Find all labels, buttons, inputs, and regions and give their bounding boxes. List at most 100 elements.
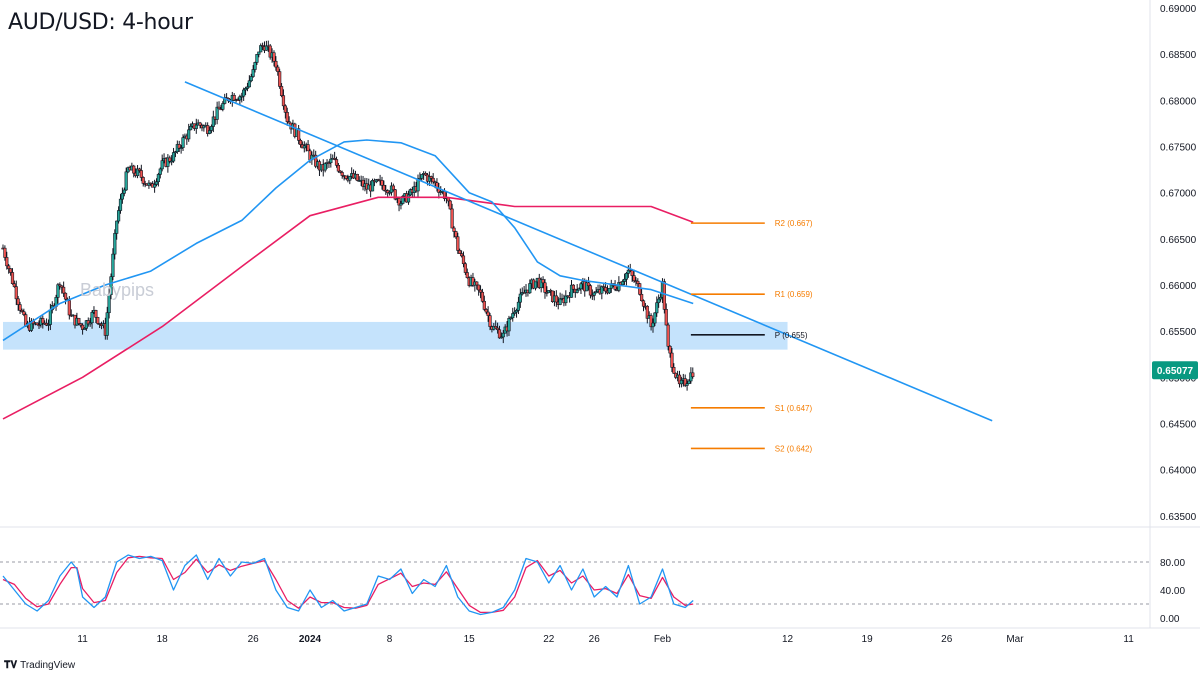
candle-body bbox=[245, 86, 250, 89]
candle-body bbox=[448, 200, 452, 210]
candle-body bbox=[139, 170, 143, 178]
candle-body bbox=[109, 276, 113, 295]
candle-body bbox=[655, 302, 659, 314]
candle-body bbox=[329, 158, 333, 164]
candle-body bbox=[118, 198, 123, 211]
pivot-label: R2 (0.667) bbox=[775, 219, 813, 228]
candle-body bbox=[141, 177, 145, 184]
x-tick-label: Mar bbox=[1006, 634, 1024, 645]
candle-body bbox=[255, 54, 259, 63]
candle-body bbox=[181, 137, 185, 148]
candle-body bbox=[484, 309, 488, 313]
candle-body bbox=[306, 144, 310, 152]
trendline bbox=[184, 81, 993, 422]
candles bbox=[1, 40, 695, 391]
stoch-k-line bbox=[2, 554, 694, 616]
candle-body bbox=[94, 309, 98, 318]
candle-body bbox=[82, 327, 87, 330]
candle-body bbox=[268, 45, 272, 58]
candle-body bbox=[463, 263, 467, 273]
y-tick-label: 0.68000 bbox=[1160, 96, 1197, 107]
candle-body bbox=[651, 322, 655, 328]
candle-body bbox=[672, 367, 676, 374]
x-tick-label: 26 bbox=[941, 634, 953, 645]
candle-body bbox=[344, 175, 348, 179]
candle-body bbox=[649, 315, 653, 328]
candle-body bbox=[456, 236, 460, 251]
current-price-label: 0.65077 bbox=[1157, 366, 1194, 377]
candle-body bbox=[48, 309, 52, 325]
candle-body bbox=[135, 168, 140, 176]
candle-body bbox=[84, 320, 88, 329]
candle-body bbox=[513, 311, 517, 314]
candle-body bbox=[63, 292, 68, 300]
x-tick-label: 19 bbox=[862, 634, 874, 645]
candle-body bbox=[20, 310, 24, 312]
pivot-label: S1 (0.647) bbox=[775, 404, 813, 413]
candle-body bbox=[497, 329, 502, 339]
candle-body bbox=[221, 103, 225, 110]
candle-body bbox=[217, 106, 221, 110]
y-tick-label: 0.68500 bbox=[1160, 50, 1197, 61]
candle-body bbox=[238, 96, 242, 101]
candle-body bbox=[575, 289, 579, 293]
candle-body bbox=[518, 293, 522, 303]
candle-body bbox=[16, 298, 20, 305]
candle-body bbox=[571, 284, 575, 290]
x-tick-label: 26 bbox=[589, 634, 601, 645]
candle-body bbox=[516, 301, 521, 311]
candle-body bbox=[420, 174, 424, 179]
candle-body bbox=[488, 315, 492, 327]
candle-body bbox=[177, 144, 181, 149]
candle-body bbox=[285, 112, 289, 122]
candle-body bbox=[624, 273, 629, 280]
candle-body bbox=[37, 324, 41, 327]
candle-body bbox=[507, 318, 511, 332]
candle-body bbox=[494, 326, 498, 329]
candle-body bbox=[397, 198, 401, 206]
candle-body bbox=[120, 192, 124, 200]
candle-body bbox=[471, 277, 475, 286]
candle-body bbox=[242, 89, 246, 97]
candle-body bbox=[459, 253, 464, 257]
candle-body bbox=[361, 179, 365, 187]
candle-body bbox=[278, 71, 282, 87]
candle-body bbox=[259, 45, 263, 53]
candle-body bbox=[58, 284, 62, 287]
candle-body bbox=[14, 286, 18, 300]
candle-body bbox=[132, 165, 136, 174]
candle-body bbox=[249, 76, 253, 82]
candle-body bbox=[323, 163, 327, 171]
pivot-label: R1 (0.659) bbox=[775, 290, 813, 299]
candle-body bbox=[198, 122, 202, 126]
candle-body bbox=[653, 312, 657, 324]
brand-footer[interactable]: 𝐓𝐕 TradingView bbox=[4, 660, 75, 671]
candle-body bbox=[253, 62, 257, 70]
candle-body bbox=[80, 324, 85, 330]
brand-name: TradingView bbox=[20, 660, 76, 671]
candle-body bbox=[113, 233, 117, 255]
y-tick-label: 0.63500 bbox=[1160, 512, 1197, 523]
candle-body bbox=[604, 287, 608, 292]
candle-body bbox=[511, 313, 515, 319]
candle-body bbox=[355, 173, 359, 181]
candle-body bbox=[283, 105, 287, 113]
candle-body bbox=[41, 318, 45, 324]
candle-body bbox=[8, 268, 13, 273]
y-tick-label: 0.64500 bbox=[1160, 420, 1197, 431]
candle-body bbox=[247, 80, 251, 88]
moving-average-fast bbox=[2, 139, 694, 342]
candle-body bbox=[297, 128, 301, 141]
candle-body bbox=[450, 208, 454, 229]
candle-body bbox=[340, 172, 344, 176]
candle-body bbox=[370, 180, 375, 192]
candle-body bbox=[393, 189, 397, 200]
candle-body bbox=[636, 280, 640, 284]
candle-body bbox=[668, 345, 672, 354]
candle-body bbox=[194, 124, 198, 129]
candle-body bbox=[486, 311, 490, 316]
y-tick-label: 0.64000 bbox=[1160, 466, 1197, 477]
pivot-label: S2 (0.642) bbox=[775, 444, 813, 453]
candle-body bbox=[499, 336, 503, 339]
